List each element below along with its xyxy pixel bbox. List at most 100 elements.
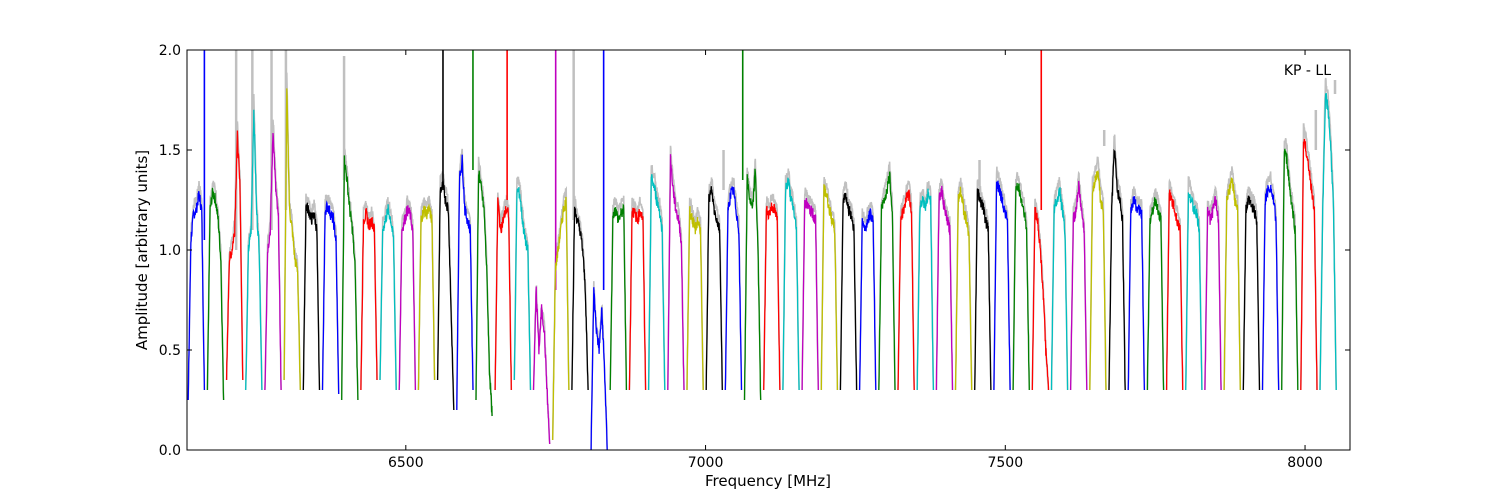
background-trace-25 [667, 145, 685, 391]
channel-trace-43 [1012, 182, 1030, 391]
background-trace-23 [628, 196, 647, 391]
channel-trace-25 [667, 154, 685, 391]
background-trace-58 [1300, 123, 1318, 391]
channel-trace-57 [1281, 148, 1299, 391]
x-axis-label: Frequency [MHz] [705, 472, 831, 490]
channel-trace-59 [1319, 92, 1337, 391]
channel-trace-0 [187, 190, 206, 401]
channel-trace-28 [724, 186, 743, 391]
channel-trace-1 [206, 187, 225, 401]
x-tick-label: 7000 [688, 455, 724, 471]
channel-trace-14 [456, 154, 474, 411]
channel-trace-21 [590, 287, 608, 450]
channel-trace-11 [398, 205, 417, 391]
background-trace-47 [1089, 156, 1107, 391]
channel-trace-4 [264, 132, 282, 391]
background-trace-34 [839, 181, 858, 391]
channel-trace-35 [858, 208, 877, 391]
channel-trace-48 [1108, 148, 1126, 391]
channel-trace-2 [225, 130, 244, 381]
channel-trace-55 [1242, 195, 1261, 391]
background-trace-26 [686, 197, 704, 391]
background-trace-52 [1184, 176, 1203, 391]
channel-trace-44 [1031, 206, 1050, 391]
channel-trace-56 [1261, 184, 1280, 391]
channel-trace-23 [628, 207, 647, 391]
annotation-label: KP - LL [1284, 63, 1331, 79]
channel-trace-53 [1204, 196, 1222, 391]
y-tick-label: 1.0 [159, 243, 181, 259]
channel-trace-47 [1089, 169, 1107, 391]
channel-trace-45 [1050, 187, 1069, 391]
y-tick-label: 2.0 [159, 43, 181, 59]
channel-trace-13 [436, 180, 455, 411]
channel-trace-18 [532, 286, 551, 445]
background-trace-11 [398, 195, 417, 391]
channel-trace-31 [782, 177, 800, 391]
background-trace-49 [1127, 186, 1146, 391]
channel-trace-6 [302, 202, 321, 391]
channel-trace-12 [417, 203, 436, 391]
channel-trace-41 [974, 188, 992, 391]
channel-trace-9 [360, 207, 378, 391]
channel-trace-49 [1127, 196, 1146, 391]
channel-trace-52 [1185, 192, 1203, 391]
y-tick-label: 0.0 [159, 443, 181, 459]
channel-trace-15 [475, 170, 493, 417]
background-trace-30 [762, 193, 781, 391]
background-trace-46 [1069, 170, 1088, 391]
background-trace-41 [973, 179, 992, 391]
background-trace-22 [609, 195, 628, 391]
channel-trace-42 [993, 180, 1011, 391]
background-trace-56 [1261, 171, 1280, 391]
channel-trace-50 [1146, 197, 1165, 391]
y-axis-ticks: 0.0 0.5 1.0 1.5 2.0 [159, 43, 1350, 459]
channel-trace-46 [1069, 180, 1088, 391]
channel-trace-36 [878, 171, 896, 391]
background-trace-35 [858, 201, 877, 391]
channel-trace-16 [494, 197, 512, 391]
channel-trace-40 [954, 186, 973, 391]
channel-trace-29 [743, 168, 762, 401]
background-trace-16 [494, 192, 513, 391]
channel-trace-37 [897, 189, 915, 391]
y-tick-label: 1.5 [159, 143, 181, 159]
background-trace-42 [993, 166, 1011, 391]
channel-trace-22 [609, 203, 628, 391]
channel-trace-51 [1165, 189, 1184, 391]
channel-trace-20 [571, 206, 589, 391]
channel-trace-33 [820, 184, 839, 391]
channel-trace-19 [552, 196, 570, 441]
channel-trace-27 [705, 186, 723, 391]
background-trace-53 [1204, 185, 1222, 391]
channel-trace-34 [839, 192, 858, 391]
background-trace-17 [513, 176, 532, 391]
background-trace-33 [820, 177, 839, 391]
background-trace-54 [1223, 166, 1242, 391]
channel-trace-54 [1223, 177, 1241, 391]
channel-trace-10 [379, 204, 397, 391]
background-trace-24 [647, 164, 666, 391]
x-tick-label: 6500 [388, 455, 424, 471]
background-trace-1 [206, 180, 225, 401]
background-trace-12 [417, 195, 436, 391]
background-trace-31 [782, 168, 800, 391]
channel-trace-3 [245, 109, 263, 391]
channel-trace-32 [801, 197, 819, 391]
background-trace-45 [1050, 177, 1069, 391]
channel-trace-17 [513, 187, 532, 391]
background-trace-36 [878, 161, 896, 391]
channel-trace-24 [647, 174, 666, 391]
channel-trace-39 [935, 185, 954, 391]
channel-trace-8 [341, 155, 359, 401]
channel-trace-5 [283, 88, 301, 391]
background-trace-32 [801, 187, 820, 391]
x-axis-ticks: 6500 7000 7500 8000 [388, 50, 1323, 471]
background-trace-50 [1146, 188, 1165, 391]
channel-trace-7 [321, 200, 340, 395]
background-trace-37 [897, 180, 915, 391]
channel-series [187, 50, 1337, 450]
x-tick-label: 8000 [1287, 455, 1323, 471]
y-tick-label: 0.5 [159, 343, 181, 359]
